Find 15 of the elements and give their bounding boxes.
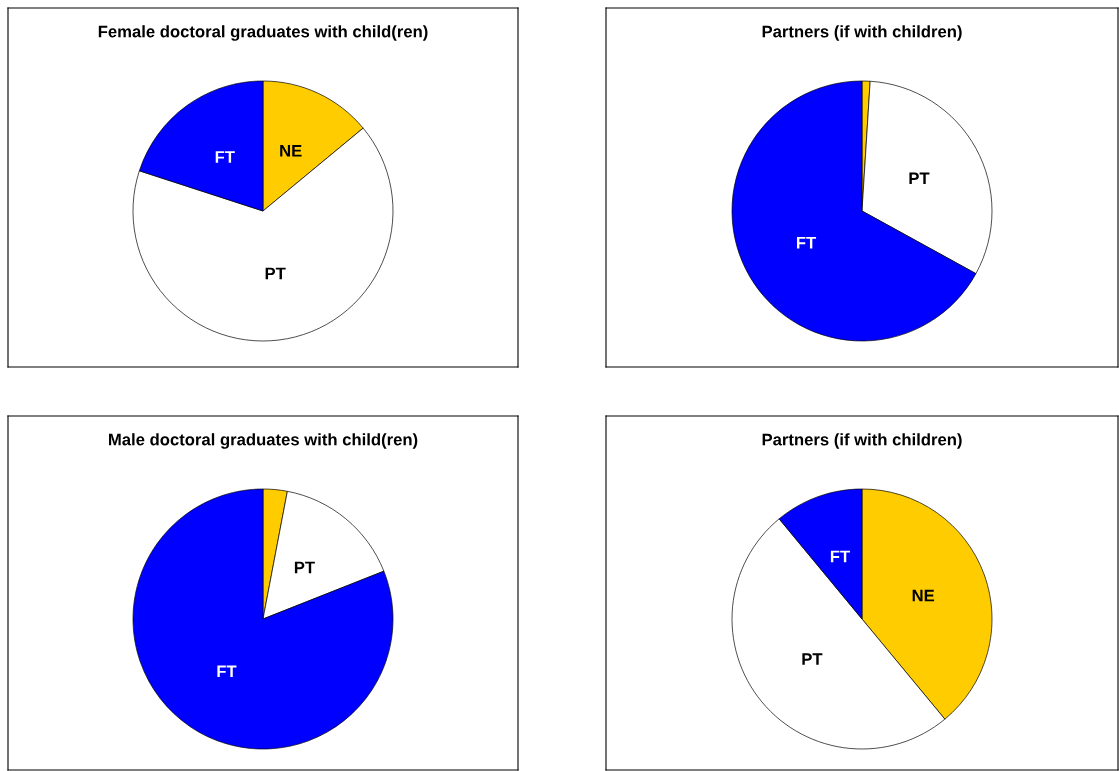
slice-label: FT: [215, 151, 235, 163]
slice-label: PT: [802, 653, 823, 665]
slice-label: FT: [830, 550, 850, 563]
slice-label: PT: [294, 561, 315, 574]
chart-title: Male doctoral graduates with child(ren): [109, 433, 418, 449]
slice-label: PT: [909, 172, 930, 184]
slice-label: NE: [280, 145, 302, 157]
chart-title: Partners (if with children): [762, 25, 962, 41]
chart-title: Female doctoral graduates with child(ren): [98, 25, 428, 41]
pie-slice: [132, 488, 394, 750]
slice-label: FT: [217, 665, 237, 678]
slice-label: FT: [796, 236, 817, 249]
slice-label: NE: [912, 589, 935, 602]
chart-title: Partners (if with children): [762, 433, 962, 449]
slice-label: PT: [265, 267, 286, 280]
